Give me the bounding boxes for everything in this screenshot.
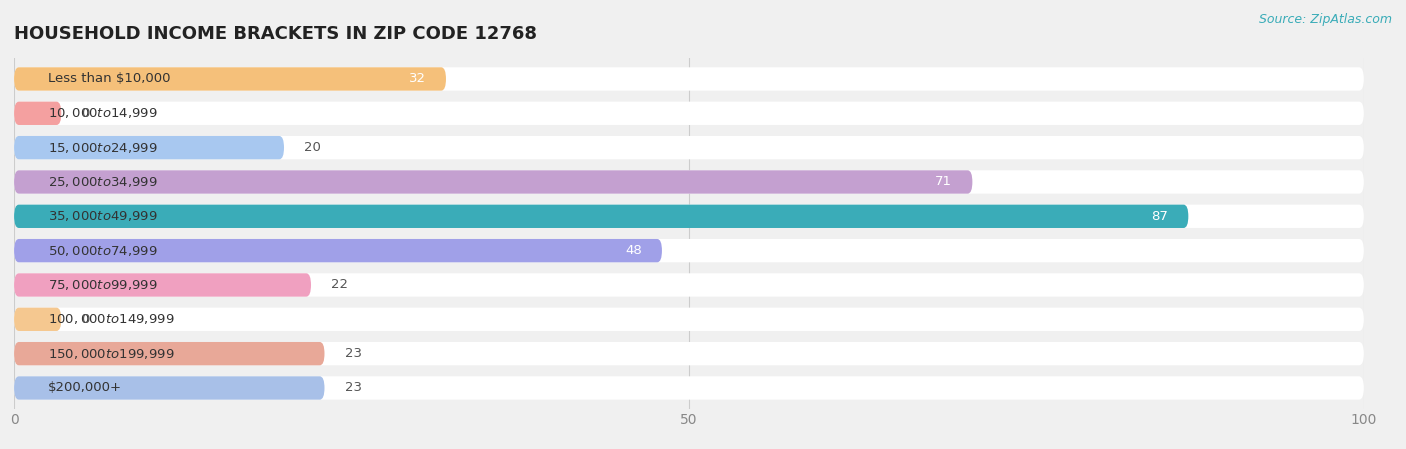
Text: 71: 71 [935,176,952,189]
Text: $35,000 to $49,999: $35,000 to $49,999 [48,209,157,223]
Text: 32: 32 [409,72,426,85]
FancyBboxPatch shape [14,376,325,400]
Text: $100,000 to $149,999: $100,000 to $149,999 [48,313,174,326]
FancyBboxPatch shape [14,67,1364,91]
Text: $200,000+: $200,000+ [48,382,122,395]
FancyBboxPatch shape [14,136,1364,159]
FancyBboxPatch shape [14,342,1364,365]
FancyBboxPatch shape [14,101,62,125]
FancyBboxPatch shape [14,239,662,262]
Text: $150,000 to $199,999: $150,000 to $199,999 [48,347,174,361]
FancyBboxPatch shape [14,101,1364,125]
Text: 23: 23 [344,382,361,395]
FancyBboxPatch shape [14,205,1364,228]
FancyBboxPatch shape [14,67,446,91]
Text: $50,000 to $74,999: $50,000 to $74,999 [48,244,157,258]
Text: 0: 0 [82,313,90,326]
Text: $75,000 to $99,999: $75,000 to $99,999 [48,278,157,292]
FancyBboxPatch shape [14,170,1364,194]
Text: 23: 23 [344,347,361,360]
FancyBboxPatch shape [14,239,1364,262]
FancyBboxPatch shape [14,273,311,297]
FancyBboxPatch shape [14,308,62,331]
Text: 20: 20 [304,141,321,154]
Text: Source: ZipAtlas.com: Source: ZipAtlas.com [1258,13,1392,26]
Text: $25,000 to $34,999: $25,000 to $34,999 [48,175,157,189]
Text: 87: 87 [1152,210,1168,223]
FancyBboxPatch shape [14,170,973,194]
Text: $10,000 to $14,999: $10,000 to $14,999 [48,106,157,120]
FancyBboxPatch shape [14,136,284,159]
FancyBboxPatch shape [14,205,1188,228]
FancyBboxPatch shape [14,308,1364,331]
FancyBboxPatch shape [14,342,325,365]
Text: 48: 48 [624,244,641,257]
FancyBboxPatch shape [14,273,1364,297]
FancyBboxPatch shape [14,376,1364,400]
Text: $15,000 to $24,999: $15,000 to $24,999 [48,141,157,154]
Text: 0: 0 [82,107,90,120]
Text: Less than $10,000: Less than $10,000 [48,72,170,85]
Text: 22: 22 [332,278,349,291]
Text: HOUSEHOLD INCOME BRACKETS IN ZIP CODE 12768: HOUSEHOLD INCOME BRACKETS IN ZIP CODE 12… [14,25,537,43]
